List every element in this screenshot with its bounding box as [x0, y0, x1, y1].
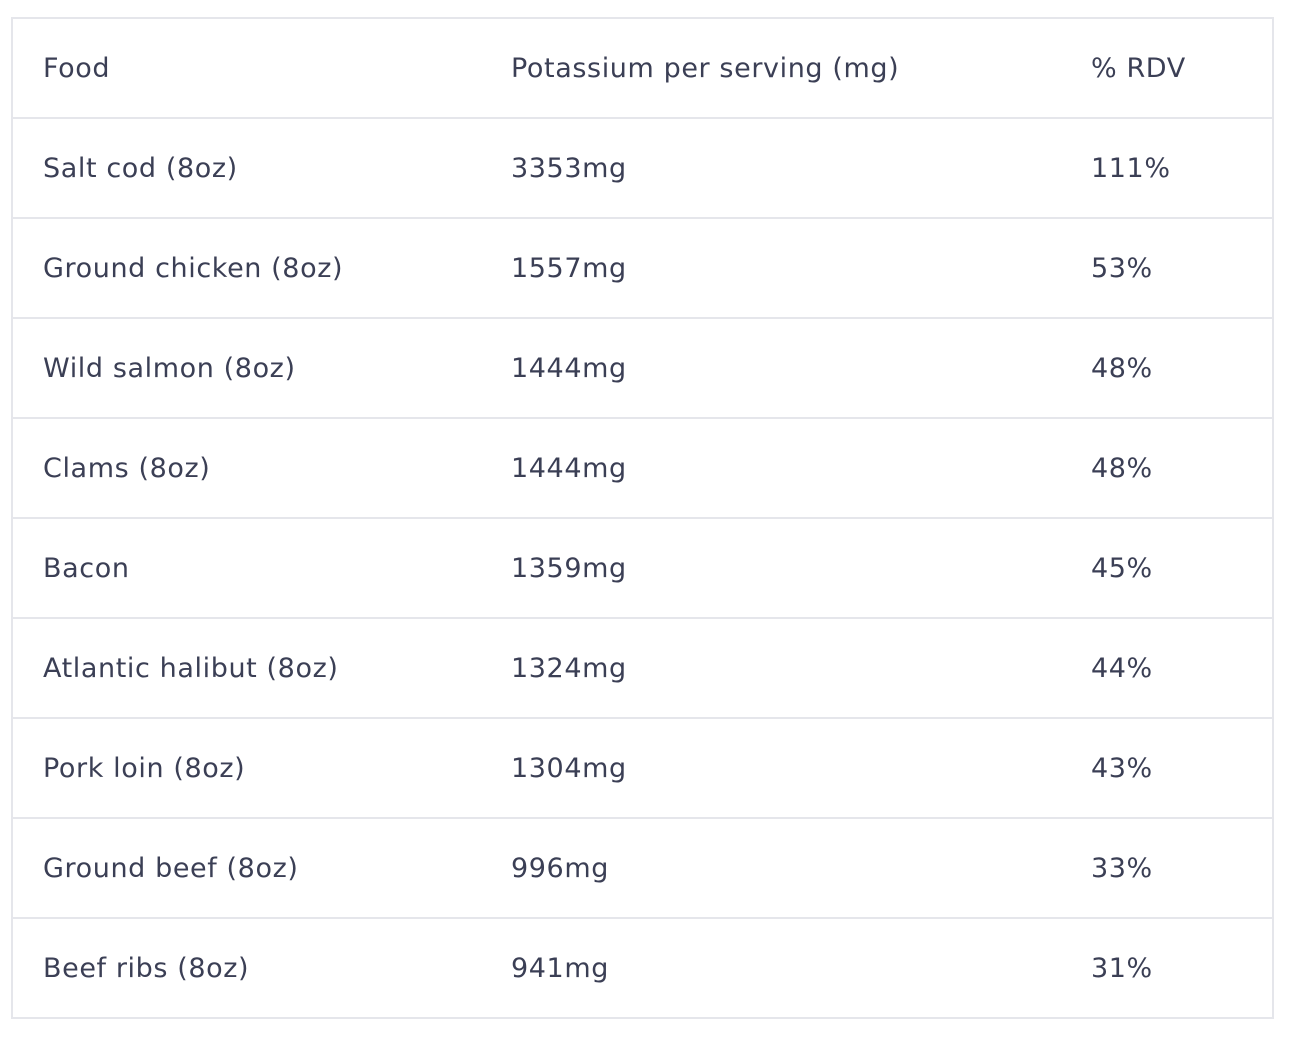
- header-rdv: % RDV: [1091, 52, 1186, 84]
- rdv-cell: 53%: [1061, 217, 1273, 318]
- header-food: Food: [43, 52, 111, 84]
- food-cell: Ground beef (8oz): [12, 817, 481, 918]
- table-row: Ground beef (8oz) 996mg 33%: [12, 817, 1273, 918]
- potassium-cell: 941mg: [481, 917, 1061, 1018]
- table-row: Atlantic halibut (8oz) 1324mg 44%: [12, 617, 1273, 718]
- rdv-cell: 48%: [1061, 317, 1273, 418]
- potassium-cell: 1444mg: [481, 317, 1061, 418]
- food-cell: Pork loin (8oz): [12, 717, 481, 818]
- rdv-cell: 43%: [1061, 717, 1273, 818]
- food-cell: Bacon: [12, 517, 481, 618]
- table-row: Clams (8oz) 1444mg 48%: [12, 417, 1273, 518]
- potassium-table: Food Potassium per serving (mg) % RDV Sa…: [11, 17, 1274, 1019]
- food-cell: Salt cod (8oz): [12, 117, 481, 218]
- table-header: Food Potassium per serving (mg) % RDV: [12, 18, 1273, 118]
- potassium-cell: 1324mg: [481, 617, 1061, 718]
- rdv-cell: 45%: [1061, 517, 1273, 618]
- potassium-cell: 3353mg: [481, 117, 1061, 218]
- rdv-cell: 33%: [1061, 817, 1273, 918]
- rdv-cell: 111%: [1061, 117, 1273, 218]
- table-row: Salt cod (8oz) 3353mg 111%: [12, 117, 1273, 218]
- food-cell: Clams (8oz): [12, 417, 481, 518]
- table-row: Ground chicken (8oz) 1557mg 53%: [12, 217, 1273, 318]
- table-row: Beef ribs (8oz) 941mg 31%: [12, 917, 1273, 1018]
- rdv-cell: 44%: [1061, 617, 1273, 718]
- header-potassium: Potassium per serving (mg): [511, 52, 900, 84]
- potassium-cell: 1444mg: [481, 417, 1061, 518]
- header-row: Food Potassium per serving (mg) % RDV: [12, 18, 1273, 118]
- food-cell: Ground chicken (8oz): [12, 217, 481, 318]
- potassium-cell: 1359mg: [481, 517, 1061, 618]
- food-cell: Beef ribs (8oz): [12, 917, 481, 1018]
- potassium-cell: 996mg: [481, 817, 1061, 918]
- table-row: Wild salmon (8oz) 1444mg 48%: [12, 317, 1273, 418]
- potassium-cell: 1304mg: [481, 717, 1061, 818]
- table-body: Salt cod (8oz) 3353mg 111% Ground chicke…: [12, 117, 1273, 1018]
- food-cell: Atlantic halibut (8oz): [12, 617, 481, 718]
- table-row: Pork loin (8oz) 1304mg 43%: [12, 717, 1273, 818]
- potassium-cell: 1557mg: [481, 217, 1061, 318]
- rdv-cell: 48%: [1061, 417, 1273, 518]
- potassium-table-container: Food Potassium per serving (mg) % RDV Sa…: [11, 17, 1274, 1019]
- food-cell: Wild salmon (8oz): [12, 317, 481, 418]
- rdv-cell: 31%: [1061, 917, 1273, 1018]
- table-row: Bacon 1359mg 45%: [12, 517, 1273, 618]
